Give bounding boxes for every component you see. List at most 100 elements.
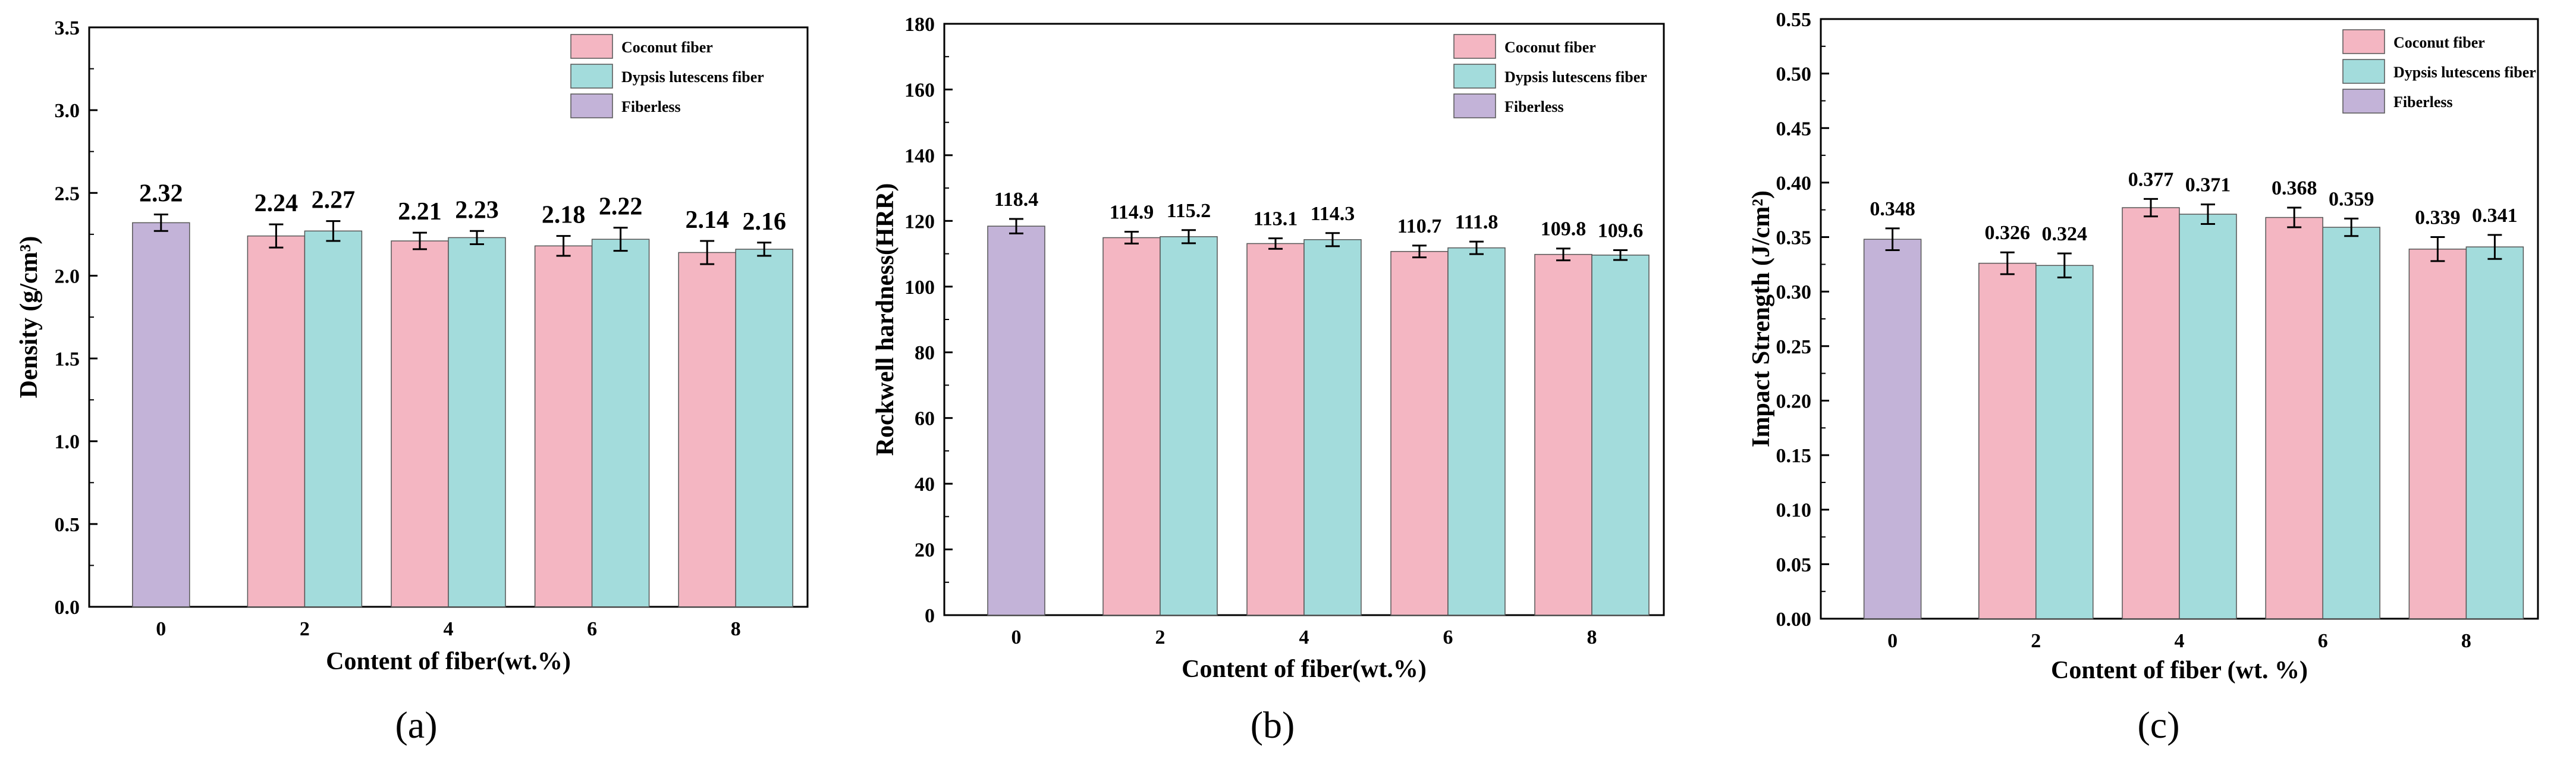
- y-axis-title: Rockwell hardness(HRR): [872, 183, 899, 456]
- bar-coconut: [1390, 250, 1449, 616]
- y-tick-label: 80: [915, 342, 935, 364]
- y-tick-label: 3.5: [55, 17, 80, 39]
- bar-coconut: [391, 240, 449, 607]
- y-tick-label: 180: [904, 14, 935, 36]
- data-label: 2.24: [255, 190, 299, 217]
- bar-dypsis: [2465, 246, 2524, 619]
- bar-coconut: [1102, 237, 1161, 616]
- bar-coconut: [1534, 253, 1592, 616]
- bar-fiberless: [132, 222, 190, 607]
- data-label: 0.326: [1985, 222, 2031, 244]
- legend-dypsis-swatch: [570, 64, 613, 89]
- data-label: 109.6: [1598, 220, 1644, 242]
- bar-dypsis: [304, 230, 363, 607]
- y-axis-title: Density (g/cm³): [15, 236, 43, 399]
- x-tick-label: 4: [1299, 626, 1309, 648]
- legend-fiberless-swatch: [1453, 93, 1496, 118]
- y-tick-label: 0.05: [1776, 554, 1812, 576]
- data-label: 2.14: [685, 206, 729, 234]
- bar-dypsis: [735, 249, 793, 607]
- x-tick-label: 8: [2461, 630, 2471, 652]
- legend-fiberless-label: Fiberless: [2393, 93, 2453, 111]
- x-tick-label: 4: [444, 618, 454, 640]
- y-tick-label: 20: [915, 540, 935, 562]
- bar-dypsis: [448, 237, 506, 607]
- bar-coconut: [247, 235, 306, 607]
- legend-dypsis-swatch: [1453, 64, 1496, 89]
- data-label: 0.348: [1870, 198, 1915, 220]
- y-tick-label: 0.50: [1776, 64, 1812, 86]
- data-label: 0.324: [2042, 223, 2088, 245]
- x-tick-label: 6: [2318, 630, 2328, 652]
- data-label: 114.9: [1110, 202, 1154, 224]
- legend-fiberless-swatch: [570, 93, 613, 118]
- data-label: 2.21: [398, 198, 442, 225]
- data-label: 0.339: [2415, 207, 2461, 229]
- y-tick-label: 160: [904, 79, 935, 101]
- x-tick-label: 0: [1887, 630, 1898, 652]
- chart-panel-b: 0 20 40 60 80 100 120 140 160 180 0 2 4 6 8 Content of …: [872, 14, 1665, 746]
- bar-dypsis: [2035, 265, 2094, 619]
- y-tick-label: 1.5: [55, 349, 80, 371]
- chart-panel-a: 0.0 0.5 1.0 1.5 2.0 2.5 3.0 3.5 0 2 4 6 8 Content of …: [15, 17, 809, 746]
- x-axis-title: Content of fiber(wt.%): [1182, 656, 1427, 683]
- y-tick-label: 0.5: [55, 514, 80, 536]
- y-tick-label: 0.40: [1776, 173, 1812, 195]
- chart-panel-c: 0.00 0.05 0.10 0.15 0.20 0.25 0.30 0.35 0.40 0.45…: [1748, 9, 2539, 746]
- data-label: 0.341: [2472, 205, 2518, 227]
- data-label: 113.1: [1254, 208, 1298, 230]
- data-label: 2.16: [742, 208, 786, 236]
- bar-coconut: [2265, 217, 2323, 619]
- y-tick-label: 2.5: [55, 183, 80, 205]
- y-tick-label: 100: [904, 277, 935, 299]
- x-tick-label: 6: [587, 618, 597, 640]
- bar-fiberless: [987, 225, 1045, 616]
- panel-label: (c): [2137, 704, 2179, 746]
- bar-coconut: [2122, 207, 2180, 619]
- data-label: 114.3: [1311, 203, 1355, 225]
- data-label: 2.27: [312, 187, 356, 214]
- y-tick-label: 0.55: [1776, 9, 1812, 31]
- data-label: 0.377: [2128, 168, 2174, 190]
- data-label: 2.32: [139, 180, 183, 207]
- legend-coconut-swatch: [1453, 34, 1496, 59]
- x-axis-title: Content of fiber (wt. %): [2051, 657, 2308, 684]
- bar-dypsis: [2322, 227, 2380, 619]
- legend-fiberless-swatch: [2342, 89, 2385, 114]
- y-tick-label: 120: [904, 211, 935, 233]
- data-label: 118.4: [994, 189, 1039, 211]
- bar-coconut: [1978, 262, 2037, 619]
- data-label: 2.22: [599, 193, 643, 221]
- legend-dypsis-label: Dypsis lutescens fiber: [621, 68, 764, 86]
- y-tick-label: 0: [925, 605, 935, 627]
- y-tick-label: 0.0: [55, 597, 80, 619]
- bar-dypsis: [2179, 214, 2237, 619]
- legend-dypsis-label: Dypsis lutescens fiber: [1504, 68, 1647, 86]
- y-tick-label: 0.25: [1776, 336, 1812, 358]
- y-tick-label: 0.10: [1776, 500, 1812, 522]
- legend-dypsis-label: Dypsis lutescens fiber: [2393, 64, 2536, 81]
- y-tick-label: 0.15: [1776, 445, 1812, 467]
- legend-coconut-swatch: [570, 34, 613, 59]
- data-label: 0.371: [2185, 174, 2231, 196]
- y-tick-label: 0.45: [1776, 118, 1812, 140]
- data-label: 2.18: [542, 202, 586, 229]
- bar-coconut: [678, 252, 736, 607]
- y-axis-title: Impact Strength (J/cm²): [1748, 190, 1775, 447]
- y-tick-label: 60: [915, 408, 935, 430]
- x-tick-label: 8: [1587, 626, 1597, 648]
- legend-coconut-label: Coconut fiber: [1504, 39, 1596, 56]
- panel-label: (a): [395, 704, 437, 746]
- data-label: 115.2: [1167, 200, 1211, 222]
- legend-coconut-label: Coconut fiber: [621, 39, 713, 56]
- x-tick-label: 2: [300, 618, 310, 640]
- legend-fiberless-label: Fiberless: [1504, 98, 1564, 115]
- bar-dypsis: [1447, 247, 1506, 616]
- legend-coconut-label: Coconut fiber: [2393, 34, 2485, 51]
- bar-dypsis: [1160, 236, 1218, 616]
- bar-coconut: [1246, 243, 1305, 616]
- legend-coconut-swatch: [2342, 29, 2385, 54]
- y-tick-label: 0.00: [1776, 609, 1812, 631]
- data-label: 110.7: [1397, 215, 1442, 237]
